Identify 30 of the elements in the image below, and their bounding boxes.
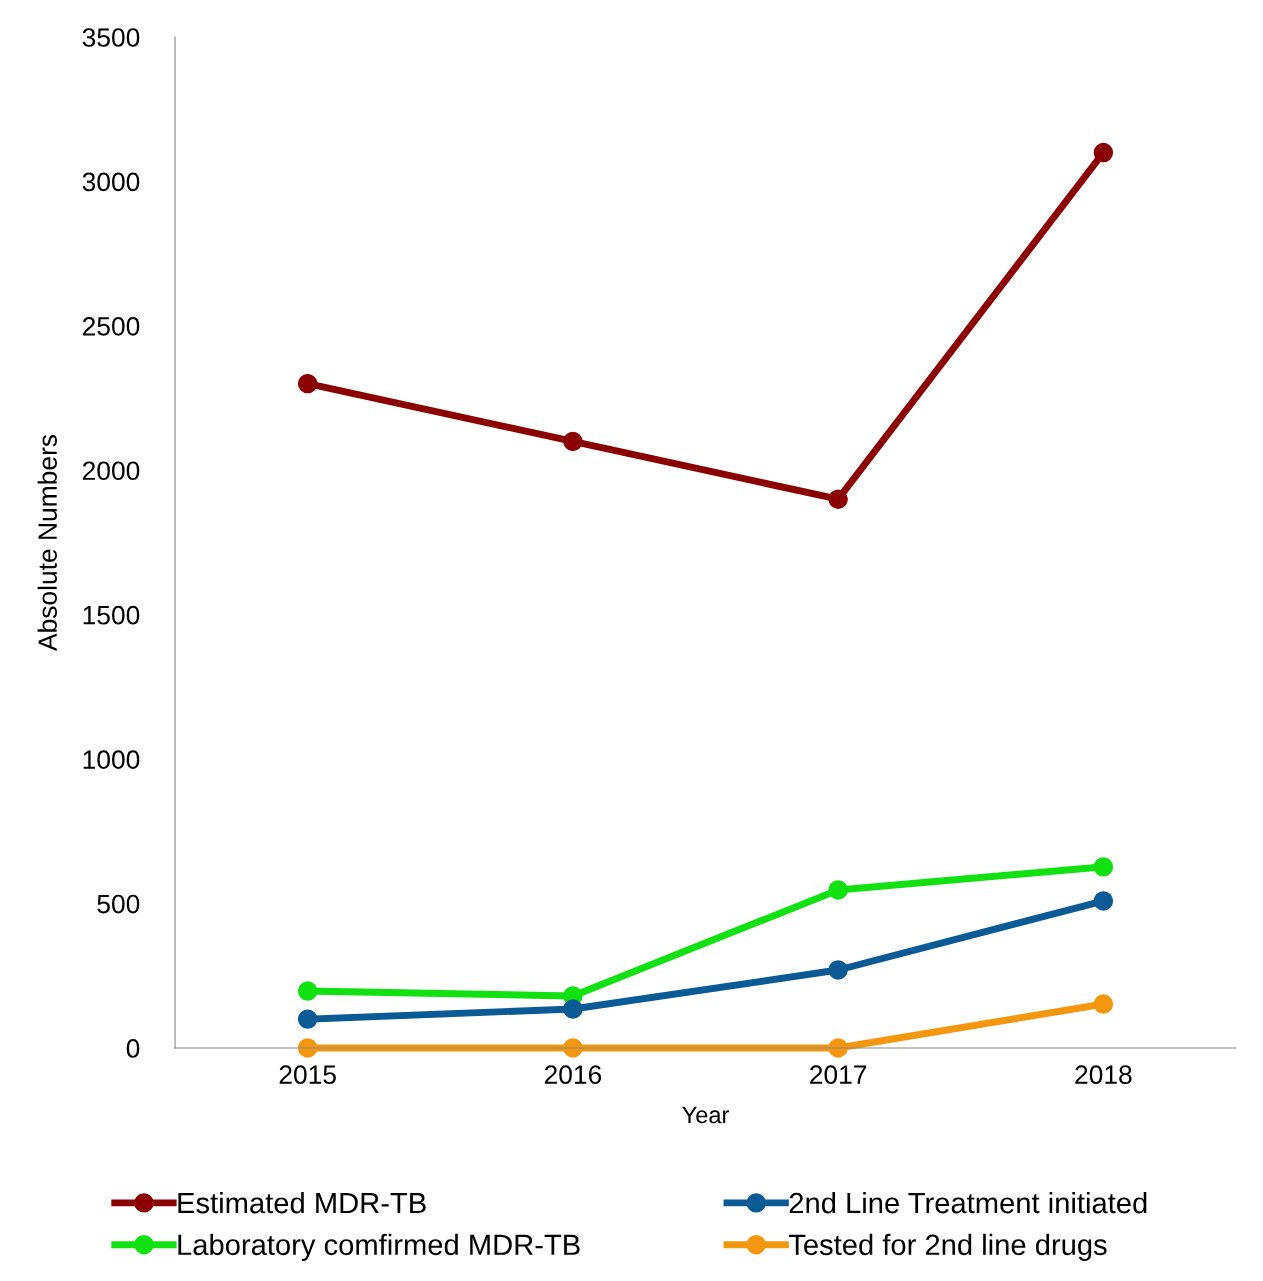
legend-label: 2nd Line Treatment initiated: [789, 1191, 1147, 1214]
y-axis-title: Absolute Numbers: [37, 434, 57, 651]
point: [297, 1009, 318, 1029]
y-tick-label: 2000: [82, 461, 140, 481]
point: [1093, 891, 1114, 911]
legend-label: Tested for 2nd line drugs: [788, 1233, 1107, 1261]
point: [297, 981, 318, 1001]
x-tick-label: 2017: [810, 1065, 867, 1085]
point: [297, 373, 318, 394]
y-tick-label: 0: [126, 1039, 140, 1058]
x-axis-title: Year: [682, 1106, 729, 1124]
point: [1093, 857, 1114, 877]
point: [1093, 994, 1114, 1014]
point: [563, 431, 583, 452]
point: [1093, 142, 1114, 163]
y-tick-label: 2500: [82, 317, 140, 336]
point: [828, 489, 848, 509]
x-tick-label: 2018: [1075, 1065, 1132, 1085]
point: [828, 960, 848, 980]
point: [828, 880, 848, 900]
x-tick-label: 2016: [544, 1065, 602, 1085]
x-tick-label: 2015: [279, 1065, 336, 1085]
y-tick-label: 500: [97, 894, 140, 914]
y-tick-label: 1000: [83, 750, 140, 769]
y-tick-label: 3000: [82, 172, 140, 192]
y-tick-label: 1500: [83, 605, 140, 625]
point: [563, 999, 583, 1019]
legend-label: Estimated MDR-TB: [178, 1191, 426, 1214]
legend-label: Laboratory comfirmed MDR-TB: [178, 1233, 580, 1261]
y-tick-label: 3500: [82, 28, 140, 47]
